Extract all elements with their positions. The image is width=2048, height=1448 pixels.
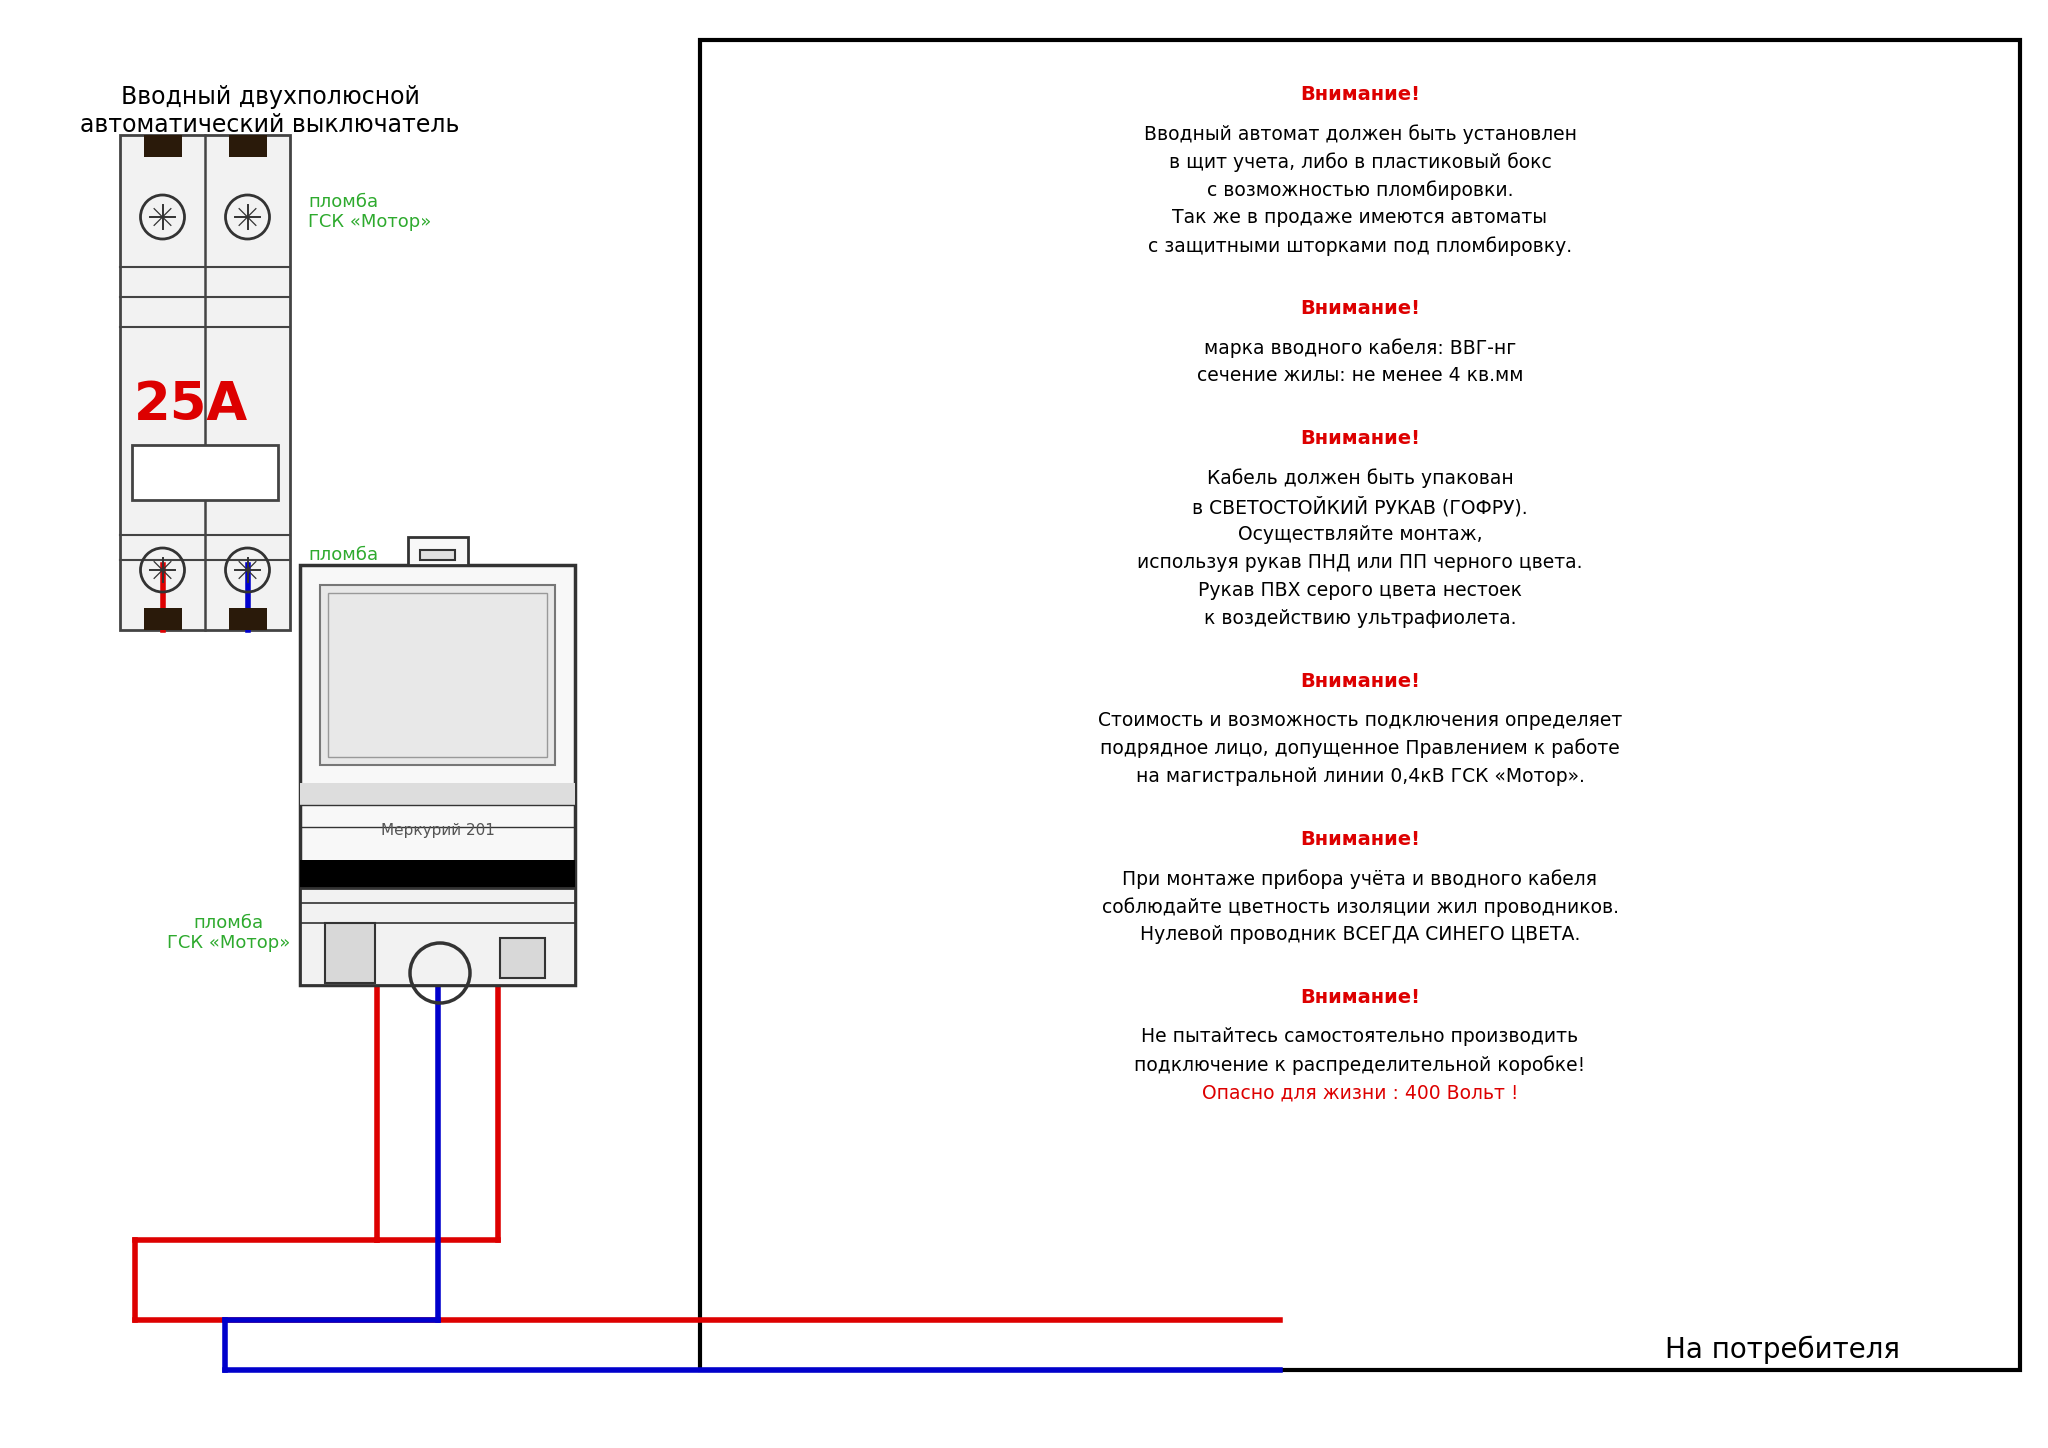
Text: подрядное лицо, допущенное Правлением к работе: подрядное лицо, допущенное Правлением к … [1100,738,1620,759]
Bar [229,608,266,630]
Text: Внимание!: Внимание! [1300,85,1419,104]
Text: При монтаже прибора учёта и вводного кабеля: При монтаже прибора учёта и вводного каб… [1122,869,1597,889]
Text: Внимание!: Внимание! [1300,300,1419,319]
Bar [143,135,182,156]
Text: подключение к распределительной коробке!: подключение к распределительной коробке! [1135,1056,1585,1074]
Text: Внимание!: Внимание! [1300,430,1419,449]
Text: на магистральной линии 0,4кВ ГСК «Мотор».: на магистральной линии 0,4кВ ГСК «Мотор»… [1135,767,1585,786]
Text: пломба
ГСК «Мотор»: пломба ГСК «Мотор» [307,546,432,585]
Text: Меркурий 201: Меркурий 201 [381,822,494,837]
Text: сечение жилы: не менее 4 кв.мм: сечение жилы: не менее 4 кв.мм [1196,366,1524,385]
Text: Так же в продаже имеются автоматы: Так же в продаже имеются автоматы [1174,209,1548,227]
Bar [326,922,375,983]
Text: соблюдайте цветность изоляции жил проводников.: соблюдайте цветность изоляции жил провод… [1102,896,1618,917]
Bar [121,135,291,630]
Text: в щит учета, либо в пластиковый бокс: в щит учета, либо в пластиковый бокс [1169,152,1552,172]
Text: в СВЕТОСТОЙКИЙ РУКАВ (ГОФРУ).: в СВЕТОСТОЙКИЙ РУКАВ (ГОФРУ). [1192,497,1528,517]
Text: используя рукав ПНД или ПП черного цвета.: используя рукав ПНД или ПП черного цвета… [1137,553,1583,572]
Text: На потребителя: На потребителя [1665,1337,1901,1364]
Text: Внимание!: Внимание! [1300,830,1419,849]
Text: Опасно для жизни : 400 Вольт !: Опасно для жизни : 400 Вольт ! [1202,1083,1518,1102]
Text: Вводный двухполюсной
автоматический выключатель: Вводный двухполюсной автоматический выкл… [80,85,459,136]
Bar [700,41,2019,1370]
Text: Не пытайтесь самостоятельно производить: Не пытайтесь самостоятельно производить [1141,1027,1579,1047]
Text: пломба
ГСК «Мотор»: пломба ГСК «Мотор» [166,914,291,953]
Bar [299,565,575,985]
Bar [408,537,467,565]
Text: 25А: 25А [135,379,248,432]
Text: Осуществляйте монтаж,: Осуществляйте монтаж, [1237,524,1483,543]
Bar [299,860,575,888]
Bar [319,585,555,765]
Text: Внимание!: Внимание! [1300,672,1419,691]
Bar [420,550,455,560]
Bar [328,594,547,757]
Text: Рукав ПВХ серого цвета нестоек: Рукав ПВХ серого цвета нестоек [1198,581,1522,599]
Bar [299,783,575,805]
Text: Нулевой проводник ВСЕГДА СИНЕГО ЦВЕТА.: Нулевой проводник ВСЕГДА СИНЕГО ЦВЕТА. [1141,925,1581,944]
Text: к воздействию ультрафиолета.: к воздействию ультрафиолета. [1204,608,1516,627]
Text: марка вводного кабеля: ВВГ-нг: марка вводного кабеля: ВВГ-нг [1204,339,1516,358]
Bar [143,608,182,630]
Text: Внимание!: Внимание! [1300,988,1419,1006]
Text: с возможностью пломбировки.: с возможностью пломбировки. [1206,180,1513,200]
Text: пломба
ГСК «Мотор»: пломба ГСК «Мотор» [307,193,432,232]
Bar [229,135,266,156]
Text: Вводный автомат должен быть установлен: Вводный автомат должен быть установлен [1143,125,1577,143]
Bar [131,445,279,500]
Text: Кабель должен быть упакован: Кабель должен быть упакован [1206,469,1513,488]
Text: с защитными шторками под пломбировку.: с защитными шторками под пломбировку. [1149,236,1573,256]
Text: Стоимость и возможность подключения определяет: Стоимость и возможность подключения опре… [1098,711,1622,730]
Bar [299,888,575,985]
Bar [500,938,545,977]
